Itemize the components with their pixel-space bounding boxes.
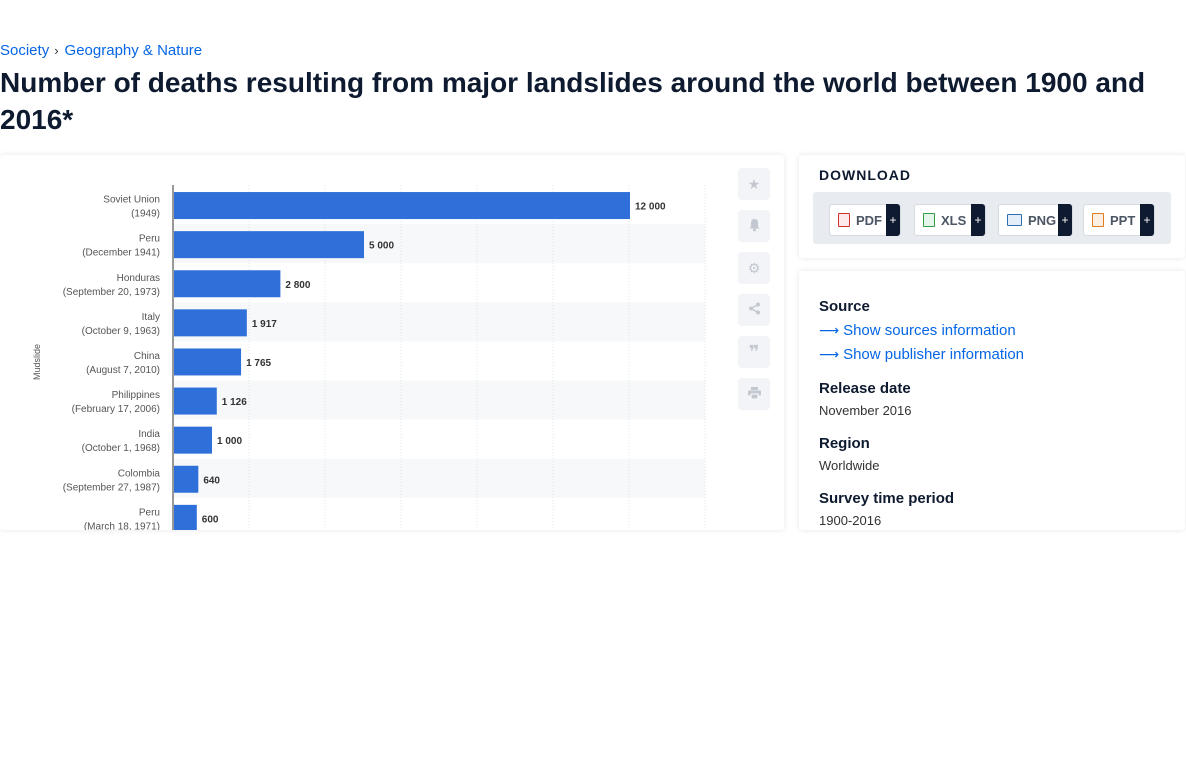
download-pdf-plus[interactable]: + <box>886 204 900 236</box>
bar-chart: 12 000 Soviet Union (1949) 5 000 Peru (Decemb… <box>32 185 706 530</box>
row-band <box>173 380 705 420</box>
bell-icon <box>748 218 761 235</box>
category-label-4: China <box>134 351 161 362</box>
category-label-1: Peru <box>139 234 160 245</box>
breadcrumb-separator: › <box>54 43 59 58</box>
region-value: Worldwide <box>819 458 880 473</box>
category-sublabel-0: (1949) <box>131 209 160 220</box>
show-sources-label: Show sources information <box>843 322 1016 339</box>
data-label-6: 1 000 <box>217 436 242 447</box>
category-sublabel-6: (October 1, 1968) <box>82 443 160 454</box>
bar-5 <box>174 387 217 415</box>
download-card: DOWNLOAD PDF + XLS + PNG + PPT + <box>799 155 1185 258</box>
release-date-heading: Release date <box>819 380 911 397</box>
chart-card: 12 000 Soviet Union (1949) 5 000 Peru (Decemb… <box>0 155 784 530</box>
release-date-value: November 2016 <box>819 403 912 418</box>
download-pdf-label: PDF <box>856 212 882 228</box>
row-band <box>173 458 705 498</box>
share-button[interactable] <box>738 294 770 326</box>
favorite-button[interactable]: ★ <box>738 168 770 200</box>
bar-2 <box>174 270 281 298</box>
category-label-3: Italy <box>142 312 160 323</box>
share-icon <box>748 302 761 318</box>
notification-button[interactable] <box>738 210 770 242</box>
download-xls-label: XLS <box>941 212 967 228</box>
category-label-6: India <box>138 429 160 440</box>
quote-icon: ❞ <box>748 341 760 362</box>
pdf-file-icon <box>838 213 850 227</box>
data-label-3: 1 917 <box>252 319 277 330</box>
data-label-1: 5 000 <box>369 241 394 252</box>
arrow-right-icon: ⟶ <box>819 346 840 362</box>
download-png-button[interactable]: PNG + <box>998 204 1073 236</box>
data-label-2: 2 800 <box>285 280 310 291</box>
group-label: Mudslide <box>32 344 42 380</box>
category-sublabel-3: (October 9, 1963) <box>82 326 160 337</box>
gear-icon: ⚙ <box>747 259 761 276</box>
arrow-right-icon: ⟶ <box>819 322 840 338</box>
ppt-file-icon <box>1092 213 1104 227</box>
print-icon <box>747 386 761 402</box>
row-band <box>173 302 705 342</box>
category-label-7: Colombia <box>118 468 161 479</box>
download-png-label: PNG <box>1028 212 1057 228</box>
breadcrumb-geography-nature[interactable]: Geography & Nature <box>64 42 203 59</box>
survey-period-heading: Survey time period <box>819 490 955 507</box>
bar-4 <box>174 348 242 376</box>
download-pdf-button[interactable]: PDF + <box>829 204 901 236</box>
survey-period-value: 1900-2016 <box>819 513 882 528</box>
category-sublabel-5: (February 17, 2006) <box>72 404 160 415</box>
print-button[interactable] <box>738 378 770 410</box>
category-sublabel-7: (September 27, 1987) <box>63 482 160 493</box>
download-bar: PDF + XLS + PNG + PPT + <box>813 192 1171 244</box>
star-icon: ★ <box>747 175 761 192</box>
png-file-icon <box>1007 214 1022 226</box>
category-sublabel-1: (December 1941) <box>82 248 160 259</box>
show-publisher-label: Show publisher information <box>843 346 1025 363</box>
download-png-plus[interactable]: + <box>1058 204 1072 236</box>
data-label-8: 600 <box>202 514 219 525</box>
category-sublabel-8: (March 18, 1971) <box>84 521 160 530</box>
bar-1 <box>174 231 364 259</box>
show-sources-link[interactable]: ⟶ Show sources information <box>819 322 1016 339</box>
bar-6 <box>174 426 212 454</box>
bar-0 <box>174 192 630 220</box>
page-title: Number of deaths resulting from major la… <box>0 67 1146 135</box>
data-label-4: 1 765 <box>246 358 271 369</box>
category-sublabel-2: (September 20, 1973) <box>63 287 160 298</box>
category-label-0: Soviet Union <box>103 195 160 206</box>
breadcrumb: Society › Geography & Nature <box>0 42 202 59</box>
source-heading: Source <box>819 298 870 315</box>
download-title: DOWNLOAD <box>819 167 911 183</box>
region-heading: Region <box>819 435 870 452</box>
cite-button[interactable]: ❞ <box>738 336 770 368</box>
category-label-2: Honduras <box>117 273 160 284</box>
bar-3 <box>174 309 247 337</box>
bar-8 <box>174 504 197 530</box>
settings-button[interactable]: ⚙ <box>738 252 770 284</box>
download-xls-plus[interactable]: + <box>971 204 985 236</box>
download-xls-button[interactable]: XLS + <box>914 204 986 236</box>
data-label-7: 640 <box>203 475 220 486</box>
download-ppt-plus[interactable]: + <box>1140 204 1154 236</box>
category-label-8: Peru <box>139 507 160 518</box>
breadcrumb-society[interactable]: Society <box>0 42 50 59</box>
xls-file-icon <box>923 213 935 227</box>
download-ppt-button[interactable]: PPT + <box>1083 204 1155 236</box>
category-label-5: Philippines <box>112 390 160 401</box>
show-publisher-link[interactable]: ⟶ Show publisher information <box>819 346 1024 363</box>
info-card: Source ⟶ Show sources information ⟶ Show p… <box>799 271 1185 530</box>
bar-7 <box>174 465 199 493</box>
data-label-0: 12 000 <box>635 202 666 213</box>
chart-toolbar: ★ ⚙ ❞ <box>738 168 770 420</box>
download-ppt-label: PPT <box>1110 212 1136 228</box>
data-label-5: 1 126 <box>222 397 247 408</box>
category-sublabel-4: (August 7, 2010) <box>86 365 160 376</box>
